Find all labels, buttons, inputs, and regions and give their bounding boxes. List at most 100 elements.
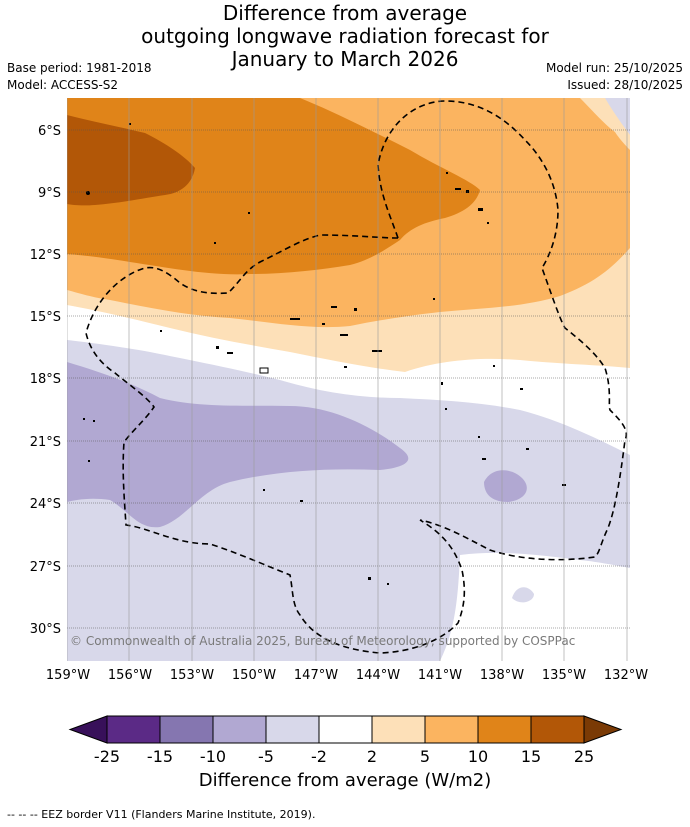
colorbar-swatch — [424, 715, 479, 744]
chart-title: Difference from average outgoing longwav… — [0, 2, 690, 71]
gridlines — [67, 98, 630, 661]
colorbar-swatch — [265, 715, 320, 744]
island — [368, 577, 371, 580]
island — [259, 367, 269, 374]
colorbar-tick-label: 5 — [420, 747, 430, 766]
island — [487, 222, 489, 224]
colorbar-swatch — [159, 715, 214, 744]
eez-border-northeast — [377, 100, 628, 561]
anomaly-band-white-south — [440, 552, 630, 661]
lat-label: 12°S — [30, 248, 61, 263]
colorbar-tick-labels: -25 -15 -10 -5 -2 2 5 10 15 25 — [94, 747, 594, 766]
island — [433, 298, 435, 300]
eez-border — [85, 100, 628, 654]
model-name: Model: ACCESS-S2 — [7, 78, 119, 92]
island — [263, 489, 265, 491]
colorbar-swatch — [212, 715, 267, 744]
title-line-3: January to March 2026 — [231, 47, 459, 71]
lon-label: 132°W — [604, 668, 648, 683]
lon-label: 138°W — [480, 668, 524, 683]
island — [248, 212, 250, 214]
model-run: Model run: 25/10/2025 — [545, 61, 683, 75]
island — [216, 346, 219, 349]
lat-label: 24°S — [30, 497, 61, 512]
colorbar-tick-label: -15 — [147, 747, 173, 766]
lon-axis-labels: 159°W 156°W 153°W 150°W 147°W 144°W 141°… — [46, 668, 648, 683]
title-line-1: Difference from average — [222, 1, 468, 25]
island — [344, 366, 347, 368]
lon-label: 135°W — [542, 668, 586, 683]
meta-right: Model run: 25/10/2025 Issued: 28/10/2025 — [546, 60, 683, 94]
eez-footnote: -- -- -- EEZ border V11 (Flanders Marine… — [7, 808, 316, 821]
island — [466, 190, 469, 193]
colorbar-swatch — [477, 715, 532, 744]
island — [445, 408, 447, 410]
island — [129, 123, 131, 125]
island — [290, 318, 300, 320]
issued-date: Issued: 28/10/2025 — [567, 78, 683, 92]
colorbar-extend-low — [68, 715, 108, 744]
colorbar-tick-label: 15 — [521, 747, 541, 766]
lon-label: 144°W — [356, 668, 400, 683]
island — [441, 382, 443, 385]
island — [372, 350, 382, 352]
anomaly-band-brown — [67, 115, 195, 206]
colorbar-swatch — [106, 715, 161, 744]
lon-label: 159°W — [46, 668, 90, 683]
lat-label: 9°S — [38, 186, 61, 201]
eez-border-west — [85, 234, 466, 654]
island — [227, 352, 233, 354]
colorbar-title: Difference from average (W/m2) — [198, 770, 492, 791]
island — [322, 323, 325, 325]
lat-label: 27°S — [30, 560, 61, 575]
colorbar-swatch — [318, 715, 373, 744]
island — [83, 418, 85, 420]
lat-label: 15°S — [30, 310, 61, 325]
title-line-2: outgoing longwave radiation forecast for — [141, 24, 549, 48]
lon-label: 147°W — [294, 668, 338, 683]
colorbar-tick-label: 2 — [367, 747, 377, 766]
meta-left: Base period: 1981-2018 Model: ACCESS-S2 — [7, 60, 152, 94]
island — [88, 460, 90, 462]
lat-axis-labels: 6°S 9°S 12°S 15°S 18°S 21°S 24°S 27°S 30… — [30, 124, 61, 637]
island — [354, 308, 357, 311]
colorbar-swatch — [371, 715, 426, 744]
lon-label: 141°W — [418, 668, 462, 683]
island — [478, 208, 483, 211]
island — [455, 188, 461, 190]
island — [526, 448, 529, 450]
colorbar-extend-high — [583, 715, 623, 744]
lon-label: 156°W — [108, 668, 152, 683]
anomaly-band-medium-purple — [67, 362, 409, 528]
island — [300, 500, 303, 502]
colorbar-tick-label: 10 — [468, 747, 488, 766]
anomaly-band-medium-purple-east — [484, 470, 527, 502]
copyright-notice: © Commonwealth of Australia 2025, Bureau… — [70, 634, 576, 648]
island — [93, 420, 95, 422]
island — [387, 583, 389, 585]
lon-label: 153°W — [170, 668, 214, 683]
island — [478, 436, 480, 438]
island — [493, 365, 495, 367]
lat-label: 18°S — [30, 372, 61, 387]
colorbar-tick-label: -25 — [94, 747, 120, 766]
lon-label: 150°W — [232, 668, 276, 683]
island — [340, 334, 348, 336]
anomaly-band-light-purple-south — [512, 587, 534, 603]
colorbar-swatch — [530, 715, 585, 744]
lat-label: 21°S — [30, 435, 61, 450]
colorbar-tick-label: -10 — [200, 747, 226, 766]
lat-label: 30°S — [30, 622, 61, 637]
base-period: Base period: 1981-2018 — [7, 61, 152, 75]
colorbar-tick-label: -2 — [311, 747, 327, 766]
colorbar-tick-label: 25 — [574, 747, 594, 766]
island — [160, 330, 162, 332]
lat-label: 6°S — [38, 124, 61, 139]
island — [482, 458, 486, 460]
island — [214, 242, 216, 244]
island — [446, 172, 448, 174]
anomaly-band-dark-orange — [67, 98, 480, 275]
colorbar — [68, 715, 623, 744]
island — [520, 388, 523, 390]
